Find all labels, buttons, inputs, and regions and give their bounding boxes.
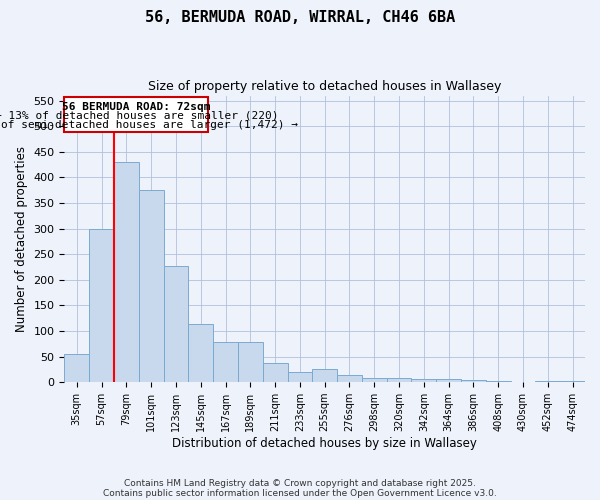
Bar bbox=[238, 342, 263, 382]
Bar bbox=[139, 190, 164, 382]
Bar bbox=[461, 380, 486, 382]
Bar bbox=[64, 354, 89, 382]
Bar bbox=[436, 379, 461, 382]
X-axis label: Distribution of detached houses by size in Wallasey: Distribution of detached houses by size … bbox=[172, 437, 477, 450]
Text: Contains public sector information licensed under the Open Government Licence v3: Contains public sector information licen… bbox=[103, 488, 497, 498]
Bar bbox=[114, 162, 139, 382]
Title: Size of property relative to detached houses in Wallasey: Size of property relative to detached ho… bbox=[148, 80, 502, 93]
Bar bbox=[337, 374, 362, 382]
Bar bbox=[89, 228, 114, 382]
Text: 56 BERMUDA ROAD: 72sqm: 56 BERMUDA ROAD: 72sqm bbox=[62, 102, 211, 112]
Bar bbox=[386, 378, 412, 382]
Bar bbox=[486, 381, 511, 382]
Bar bbox=[560, 381, 585, 382]
Bar bbox=[412, 378, 436, 382]
Bar bbox=[362, 378, 386, 382]
Bar bbox=[164, 266, 188, 382]
Bar bbox=[535, 381, 560, 382]
Bar bbox=[188, 324, 213, 382]
Text: 56, BERMUDA ROAD, WIRRAL, CH46 6BA: 56, BERMUDA ROAD, WIRRAL, CH46 6BA bbox=[145, 10, 455, 25]
Bar bbox=[287, 372, 313, 382]
FancyBboxPatch shape bbox=[64, 96, 208, 132]
Text: 86% of semi-detached houses are larger (1,472) →: 86% of semi-detached houses are larger (… bbox=[0, 120, 298, 130]
Bar bbox=[313, 369, 337, 382]
Bar bbox=[213, 342, 238, 382]
Y-axis label: Number of detached properties: Number of detached properties bbox=[15, 146, 28, 332]
Text: Contains HM Land Registry data © Crown copyright and database right 2025.: Contains HM Land Registry data © Crown c… bbox=[124, 478, 476, 488]
Text: ← 13% of detached houses are smaller (220): ← 13% of detached houses are smaller (22… bbox=[0, 111, 278, 121]
Bar bbox=[263, 364, 287, 382]
